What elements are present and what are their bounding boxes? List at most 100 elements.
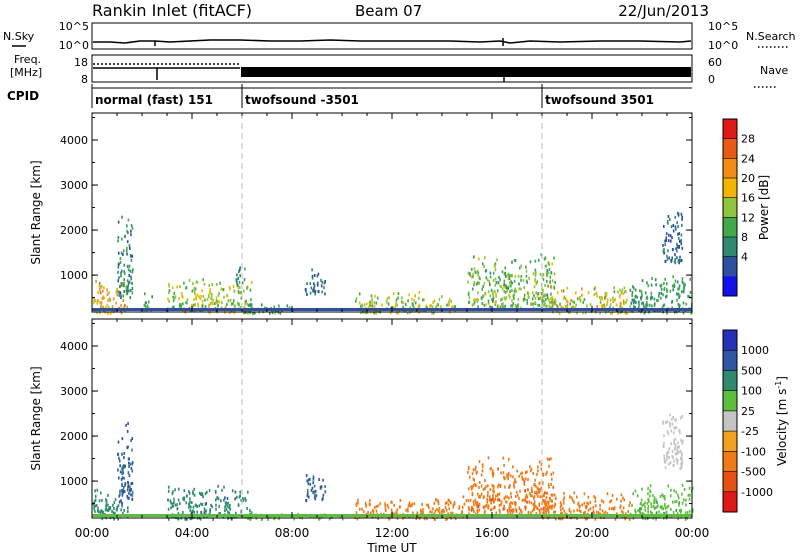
- y-tick-label: 1000: [60, 269, 88, 282]
- echo-cell: [681, 290, 683, 294]
- echo-cell: [492, 291, 494, 295]
- echo-cell: [244, 302, 246, 306]
- echo-cell: [680, 455, 683, 459]
- echo-cell: [453, 501, 456, 505]
- ground-cell: [226, 308, 228, 311]
- echo-cell: [313, 274, 316, 277]
- velocity-colorbar-label: -25: [741, 425, 759, 438]
- ground-cell: [178, 308, 180, 311]
- echo-cell: [314, 290, 316, 294]
- echo-cell: [506, 475, 508, 479]
- echo-cell: [560, 289, 563, 293]
- ground-cell: [264, 514, 266, 517]
- echo-cell: [551, 477, 553, 481]
- echo-cell: [593, 287, 596, 291]
- echo-cell: [487, 301, 490, 305]
- echo-cell: [587, 495, 590, 499]
- echo-cell: [120, 274, 122, 278]
- echo-cell: [104, 508, 107, 512]
- echo-cell: [676, 280, 679, 284]
- echo-cell: [677, 496, 680, 500]
- echo-cell: [491, 484, 494, 488]
- echo-cell: [115, 301, 117, 305]
- echo-cell: [103, 286, 105, 289]
- echo-cell: [487, 504, 489, 508]
- echo-cell: [478, 485, 480, 489]
- echo-cell: [554, 502, 556, 506]
- echo-cell: [554, 302, 557, 306]
- ground-cell: [476, 308, 478, 311]
- power-colorbar-swatch: [723, 256, 737, 277]
- echo-cell: [121, 465, 124, 469]
- echo-cell: [407, 507, 409, 511]
- echo-cell: [173, 501, 175, 505]
- echo-cell: [545, 496, 548, 500]
- echo-cell: [114, 498, 117, 502]
- echo-cell: [621, 288, 624, 292]
- echo-cell: [96, 488, 99, 492]
- ground-cell: [350, 514, 352, 517]
- echo-cell: [512, 475, 514, 479]
- ground-cell: [348, 514, 350, 517]
- echo-cell: [173, 497, 175, 501]
- ground-cell: [632, 514, 634, 517]
- ground-cell: [494, 308, 496, 311]
- ground-cell: [486, 308, 488, 311]
- echo-cell: [109, 506, 112, 509]
- echo-cell: [530, 501, 533, 505]
- echo-cell: [208, 304, 210, 308]
- velocity-title-main: Velocity [m s: [775, 389, 789, 466]
- ground-cell: [144, 514, 146, 517]
- echo-cell: [681, 483, 684, 487]
- echo-cell: [114, 512, 116, 515]
- echo-cell: [269, 311, 271, 315]
- echo-cell: [474, 270, 477, 274]
- echo-cell: [437, 509, 440, 513]
- echo-cell: [597, 511, 600, 515]
- echo-cell: [107, 299, 109, 303]
- ground-cell: [670, 308, 672, 311]
- echo-cell: [474, 298, 477, 302]
- echo-cell: [514, 503, 517, 507]
- ground-cell: [120, 514, 122, 517]
- echo-cell: [677, 302, 680, 306]
- echo-cell: [663, 224, 665, 228]
- echo-cell: [657, 298, 659, 302]
- echo-cell: [622, 496, 624, 500]
- ground-cell: [628, 514, 630, 517]
- echo-cell: [121, 467, 123, 471]
- ground-cell: [322, 308, 324, 311]
- echo-cell: [106, 303, 108, 307]
- ground-cell: [452, 308, 454, 311]
- echo-cell: [119, 470, 122, 474]
- echo-cell: [584, 311, 587, 315]
- echo-cell: [186, 494, 188, 498]
- echo-cell: [172, 305, 174, 309]
- ground-cell: [348, 308, 350, 311]
- velocity-colorbar-label: -100: [741, 445, 766, 458]
- echo-cell: [323, 286, 325, 290]
- echo-cell: [546, 293, 548, 297]
- ground-cell: [132, 308, 134, 311]
- echo-cell: [355, 297, 358, 300]
- ground-cell: [630, 308, 632, 311]
- echo-cell: [518, 474, 520, 478]
- echo-cell: [536, 294, 539, 298]
- ground-cell: [178, 514, 180, 517]
- echo-cell: [313, 282, 315, 286]
- echo-cell: [320, 284, 323, 288]
- echo-cell: [178, 304, 181, 308]
- echo-cell: [123, 284, 125, 288]
- echo-cell: [130, 482, 133, 486]
- echo-cell: [676, 452, 679, 455]
- echo-cell: [668, 456, 670, 460]
- echo-cell: [547, 284, 549, 288]
- ground-cell: [384, 308, 386, 311]
- echo-cell: [482, 294, 485, 298]
- ground-cell: [328, 308, 330, 311]
- echo-cell: [305, 474, 308, 478]
- echo-cell: [689, 493, 691, 497]
- echo-cell: [644, 501, 646, 505]
- echo-cell: [599, 507, 601, 511]
- echo-cell: [506, 273, 509, 277]
